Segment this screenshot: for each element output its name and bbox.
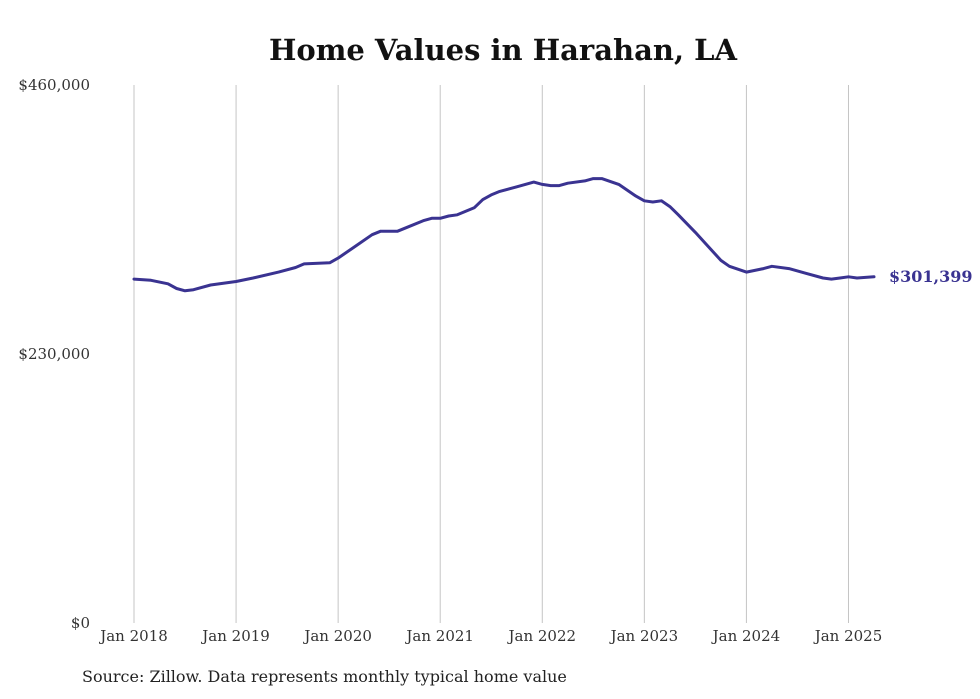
x-tick-label: Jan 2020 (302, 627, 372, 645)
y-tick-label: $460,000 (18, 76, 90, 94)
grid-lines (133, 85, 849, 623)
y-tick-label: $0 (71, 614, 90, 632)
latest-value-label: $301,399 (889, 267, 973, 286)
x-tick-label: Jan 2021 (404, 627, 474, 645)
x-axis: Jan 2018 Jan 2019 Jan 2020 Jan 2021 Jan 2022… (98, 627, 882, 645)
x-tick-label: Jan 2023 (609, 627, 679, 645)
x-tick-label: Jan 2025 (813, 627, 883, 645)
source-note: Source: Zillow. Data represents monthly … (82, 667, 567, 686)
y-tick-label: $230,000 (18, 345, 90, 363)
x-tick-label: Jan 2024 (711, 627, 781, 645)
home-value-line (132, 177, 876, 293)
chart-title: Home Values in Harahan, LA (269, 33, 738, 67)
y-axis: $0 $230,000 $460,000 (18, 76, 90, 632)
x-tick-label: Jan 2022 (506, 627, 576, 645)
x-tick-label: Jan 2019 (200, 627, 270, 645)
x-tick-label: Jan 2018 (98, 627, 168, 645)
